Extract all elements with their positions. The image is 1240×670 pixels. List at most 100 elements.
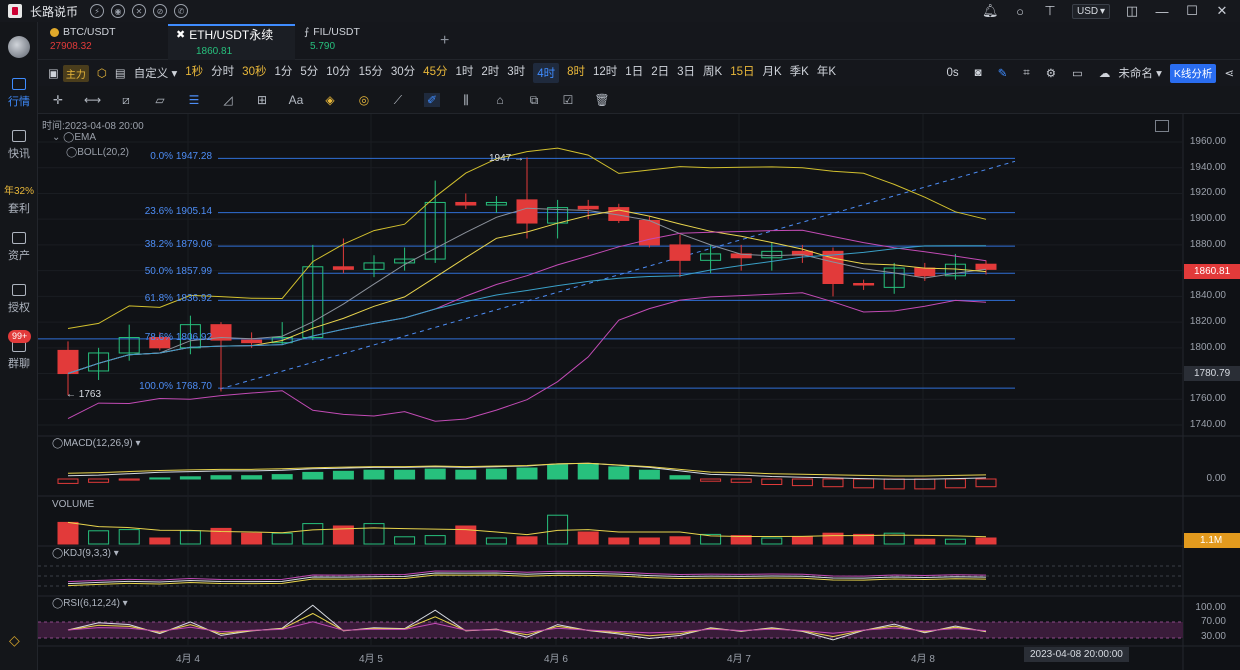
period-11[interactable]: 3时 — [507, 66, 526, 78]
tab-eth-usdt-perp[interactable]: ✖ ETH/USDT永续 1860.81 — [168, 24, 295, 60]
measure-icon[interactable]: ⊞ — [256, 92, 268, 107]
period-14[interactable]: 12时 — [593, 66, 618, 78]
macd-indicator-label[interactable]: ◯MACD(12,26,9) ▾ — [52, 438, 141, 449]
period-0[interactable]: 1秒 — [185, 66, 204, 78]
fullscreen-icon[interactable] — [1155, 120, 1169, 132]
price-axis-label: 1920.00 — [1189, 187, 1226, 199]
no-ads-icon[interactable]: ✕ — [132, 4, 147, 18]
rsi-axis-70: 70.00 — [1200, 616, 1226, 627]
rsi-line — [67, 621, 987, 634]
macd-histogram-bar — [57, 478, 79, 484]
period-1[interactable]: 分时 — [211, 66, 235, 78]
price-axis-label: 1940.00 — [1189, 161, 1226, 173]
rsi-indicator-label[interactable]: ◯RSI(6,12,24) ▾ — [52, 598, 128, 609]
boll-toggle[interactable]: ◯BOLL(20,2) — [66, 147, 129, 158]
shirt-icon[interactable]: ⊤ — [1044, 3, 1056, 18]
period-20[interactable]: 月K — [762, 66, 782, 78]
period-22[interactable]: 年K — [816, 66, 836, 78]
rectangle-icon[interactable]: ▱ — [155, 92, 165, 107]
period-2[interactable]: 30秒 — [242, 66, 267, 78]
period-17[interactable]: 3日 — [677, 66, 696, 78]
phone-icon[interactable]: ✆ — [174, 4, 189, 18]
settings-icon[interactable]: ⚙ — [1045, 68, 1056, 80]
crosshair-icon[interactable]: ✛ — [52, 92, 64, 107]
period-18[interactable]: 周K — [703, 66, 723, 78]
diamond-icon[interactable]: ◇ — [9, 632, 20, 648]
period-8[interactable]: 45分 — [423, 66, 448, 78]
sidebar-item-authorize[interactable]: 授权 — [0, 284, 38, 315]
edit-icon[interactable]: ☑ — [562, 92, 574, 107]
trend-line-icon[interactable]: ⧄ — [122, 92, 130, 107]
pattern-icon[interactable]: ◿ — [223, 92, 233, 107]
tab-btc-usdt[interactable]: BTC/USDT 27908.32 — [42, 26, 164, 58]
pen-icon[interactable]: ✎ — [997, 68, 1008, 80]
countdown-label: 0s — [946, 67, 959, 79]
period-13[interactable]: 8时 — [567, 66, 585, 78]
sidebar-item-market[interactable]: 行情 — [0, 78, 38, 109]
horizontal-line-icon[interactable]: ⟷ — [84, 92, 102, 107]
volume-bar — [822, 532, 844, 545]
sidebar-item-chat[interactable]: 群聊 — [0, 340, 38, 371]
maximize-icon[interactable]: ☐ — [1186, 3, 1198, 18]
fib-circle-icon[interactable]: ◎ — [358, 92, 370, 107]
crop-icon[interactable]: ⌗ — [1023, 66, 1030, 79]
camera-icon[interactable]: ◙ — [974, 67, 982, 79]
period-10[interactable]: 2时 — [481, 66, 500, 78]
period-4[interactable]: 5分 — [300, 66, 319, 78]
period-21[interactable]: 季K — [789, 66, 809, 78]
slash-icon[interactable]: ⊘ — [153, 4, 168, 18]
kdj-indicator-label[interactable]: ◯KDJ(9,3,3) ▾ — [52, 548, 119, 559]
ema-toggle[interactable]: ⌄ ◯EMA — [52, 132, 97, 143]
sidebar-item-news[interactable]: 快讯 — [0, 130, 38, 161]
period-7[interactable]: 30分 — [390, 66, 416, 78]
cloud-icon[interactable]: ☁ — [1098, 68, 1111, 80]
calendar-icon[interactable]: ▤ — [114, 68, 126, 80]
add-tab-button[interactable]: + — [440, 32, 450, 49]
template-icon[interactable]: ▭ — [1072, 68, 1083, 80]
unnamed-layout-select[interactable]: 未命名 ▾ — [1118, 68, 1162, 80]
text-tool-icon[interactable]: Aa — [288, 92, 304, 107]
period-16[interactable]: 2日 — [651, 66, 670, 78]
pin-window-icon[interactable]: ◫ — [1125, 3, 1139, 18]
candle-body — [577, 205, 599, 210]
minimize-icon[interactable]: — — [1155, 3, 1169, 19]
lightning-icon[interactable]: ⚡ — [90, 4, 105, 18]
period-9[interactable]: 1时 — [455, 66, 474, 78]
crosshair-time-tag: 2023-04-08 20:00:00 — [1024, 647, 1129, 662]
parallel-lines-icon[interactable]: ☰ — [188, 92, 200, 107]
fib-icon[interactable]: ◈ — [325, 92, 335, 107]
share-icon[interactable]: ⋖ — [1224, 68, 1234, 80]
rsi-band — [38, 622, 1183, 638]
ruler-icon[interactable]: ⟋ — [393, 92, 403, 107]
draw-mode-icon[interactable]: ✐ — [424, 92, 440, 107]
kline-analysis-button[interactable]: K线分析 — [1169, 63, 1217, 83]
period-3[interactable]: 1分 — [274, 66, 293, 78]
search-icon[interactable]: ○ — [1016, 3, 1024, 19]
period-6[interactable]: 15分 — [358, 66, 383, 78]
currency-select[interactable]: USD ▾ — [1072, 3, 1110, 19]
period-12[interactable]: 4时 — [533, 63, 560, 83]
tab-fil-usdt[interactable]: ⨍ FIL/USDT 5.790 — [296, 26, 426, 58]
wallet-icon[interactable]: ◉ — [111, 4, 126, 18]
bars-pattern-icon[interactable]: ⫼ — [463, 92, 469, 107]
kline-chart[interactable] — [38, 114, 1240, 670]
custom-period-select[interactable]: 自定义 ▾ — [133, 68, 178, 80]
macd-histogram-bar — [424, 468, 446, 480]
close-icon[interactable]: ✕ — [1216, 3, 1228, 18]
main-force-badge[interactable]: 主力 — [62, 64, 89, 82]
period-5[interactable]: 10分 — [326, 66, 351, 78]
candle-body — [179, 324, 201, 349]
trash-icon[interactable]: 🗑︎ — [594, 92, 610, 107]
copy-icon[interactable]: ⧉ — [529, 92, 539, 107]
chart-area[interactable]: 时间:2023-04-08 20:00 ⌄ ◯EMA ◯BOLL(20,2) 1… — [38, 114, 1240, 670]
indicator-icon[interactable]: ⬡ — [96, 68, 107, 80]
bell-icon[interactable]: 🔔︎ — [982, 3, 999, 18]
layout-icon[interactable]: ▣ — [48, 68, 59, 80]
sidebar-item-arbitrage[interactable]: 年32% 套利 — [0, 182, 38, 216]
volume-bar — [700, 533, 722, 545]
volume-label[interactable]: VOLUME — [52, 499, 95, 510]
sidebar-item-assets[interactable]: 资产 — [0, 232, 38, 263]
lock-icon[interactable]: ⌂ — [496, 92, 504, 107]
period-15[interactable]: 1日 — [625, 66, 644, 78]
period-19[interactable]: 15日 — [730, 66, 755, 78]
